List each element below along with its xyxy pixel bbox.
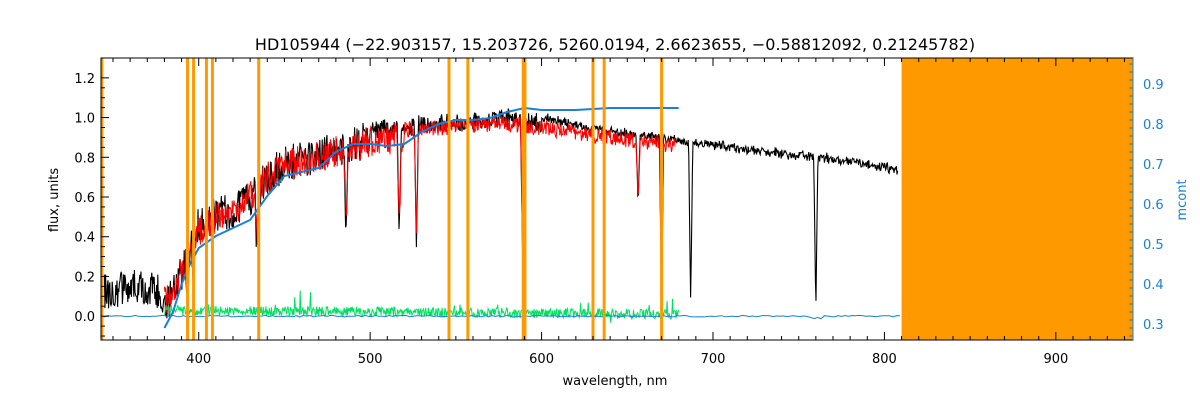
line-marker bbox=[186, 58, 190, 340]
axes: 400 500 600 700 800 900 0.0 0.2 0.4 0.6 0.8 1.0 1.2 0… bbox=[74, 57, 1164, 367]
plot-area bbox=[101, 58, 1133, 340]
y2-tick-label: 0.4 bbox=[1143, 278, 1164, 293]
line-marker bbox=[523, 58, 527, 340]
line-marker bbox=[660, 58, 664, 340]
x-tick-label: 700 bbox=[701, 352, 726, 367]
y-tick-label: 0.0 bbox=[74, 310, 95, 325]
line-marker bbox=[210, 58, 214, 340]
x-tick-label: 500 bbox=[358, 352, 383, 367]
residual-series bbox=[163, 290, 680, 324]
line-marker bbox=[521, 58, 525, 340]
y-tick-label: 1.0 bbox=[74, 112, 95, 127]
y2-axis-label: mcont bbox=[1175, 179, 1190, 220]
y2-tick-label: 0.7 bbox=[1143, 158, 1164, 173]
x-tick-label: 800 bbox=[872, 352, 897, 367]
x-axis-label: wavelength, nm bbox=[563, 374, 668, 389]
y2-tick-label: 0.8 bbox=[1143, 118, 1164, 133]
continuum-series bbox=[163, 106, 679, 329]
line-marker bbox=[447, 58, 451, 340]
y2-tick-label: 0.5 bbox=[1143, 238, 1164, 253]
y2-tick-label: 0.9 bbox=[1143, 78, 1164, 93]
line-marker bbox=[257, 58, 261, 340]
y-tick-label: 0.8 bbox=[74, 151, 95, 166]
y-tick-label: 0.4 bbox=[74, 231, 95, 246]
line-marker bbox=[602, 58, 606, 340]
series-group bbox=[101, 58, 1133, 340]
y2-tick-label: 0.3 bbox=[1143, 318, 1164, 333]
y2-tick-label: 0.6 bbox=[1143, 198, 1164, 213]
masked-region bbox=[901, 58, 1133, 340]
y-tick-label: 0.2 bbox=[74, 270, 95, 285]
line-marker bbox=[101, 58, 104, 340]
x-tick-label: 400 bbox=[186, 352, 211, 367]
y-tick-label: 1.2 bbox=[74, 72, 95, 87]
x-tick-label: 600 bbox=[529, 352, 554, 367]
y-axis-label: flux, units bbox=[47, 168, 62, 233]
residual-zero-line bbox=[101, 314, 900, 320]
y-tick-label: 0.6 bbox=[74, 191, 95, 206]
line-marker bbox=[466, 58, 470, 340]
chart-title: HD105944 (−22.903157, 15.203726, 5260.01… bbox=[255, 35, 975, 54]
line-marker bbox=[591, 58, 595, 340]
model-spectrum-series bbox=[163, 116, 676, 313]
x-tick-label: 900 bbox=[1043, 352, 1068, 367]
line-marker bbox=[204, 58, 208, 340]
line-marker bbox=[192, 58, 196, 340]
